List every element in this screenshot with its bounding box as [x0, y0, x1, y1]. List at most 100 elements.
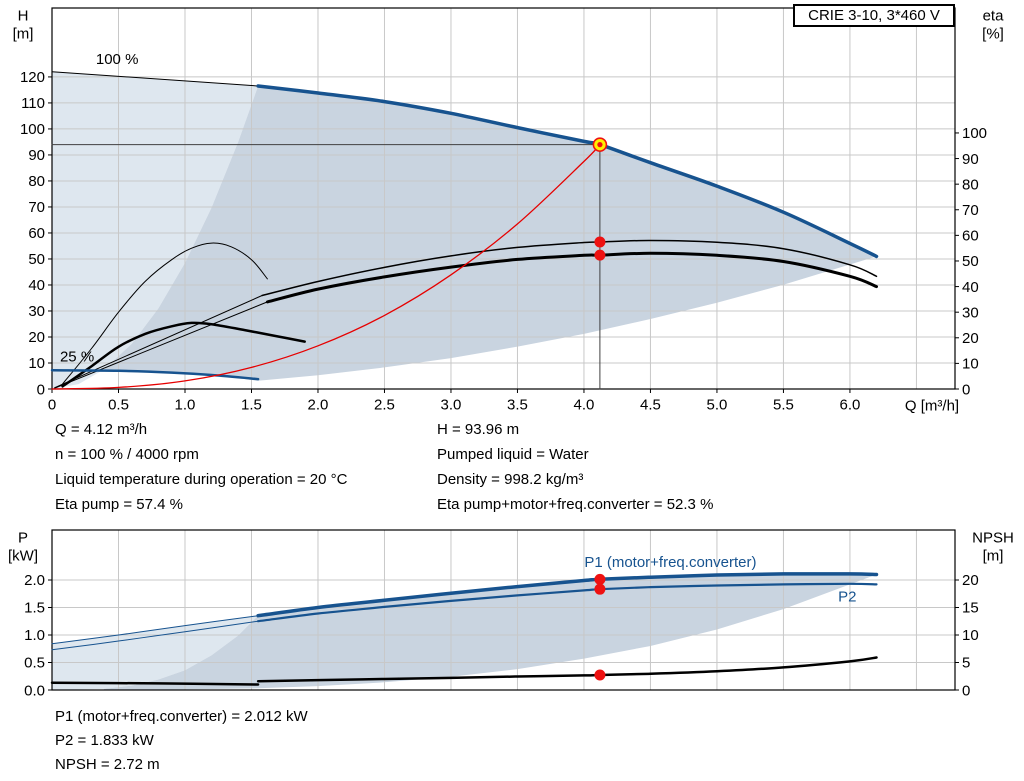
eta-pump	[261, 239, 878, 297]
y-right-tick-label: 15	[962, 600, 979, 617]
y-left-tick-label: 110	[21, 95, 45, 112]
info-line-eta-pump: Eta pump = 57.4 %	[55, 496, 183, 513]
npsh-point	[594, 669, 606, 681]
y-left-tick-label: 20	[28, 329, 45, 346]
info-line-p2: P2 = 1.833 kW	[55, 732, 154, 749]
panel-1: 0.0 0.5 1.0 1.5 2.0 0 5 10 15 20 P[kW] NPSH[m] P1 (m…	[8, 529, 1014, 699]
head-100	[256, 84, 879, 259]
y-right-tick-label: 70	[962, 202, 979, 219]
y-right-axis-label: [m]	[983, 547, 1004, 564]
y-left-axis-label: [m]	[13, 25, 34, 42]
info-line-p1: P1 (motor+freq.converter) = 2.012 kW	[55, 708, 308, 725]
y-left-tick-label: 40	[28, 277, 45, 294]
y-right-tick-label: 30	[962, 304, 979, 321]
y-right-tick-label: 40	[962, 279, 979, 296]
plot-frame	[51, 529, 956, 691]
panel-0: 0 0.5 1.0 1.5 2.0 2.5 3.0 3.5 4.0 4.5 5.0 5.5 6.0 0 10…	[13, 7, 1005, 414]
y-left-axis-label: H	[18, 7, 29, 24]
label-100pct: 100 %	[96, 51, 139, 68]
y-left-tick-label: 1.5	[24, 600, 45, 617]
y-left-tick-label: 120	[20, 69, 45, 86]
y-left-tick-label: 2.0	[24, 572, 45, 589]
y-right-tick-label: 0	[962, 381, 970, 398]
eta-pump-point	[594, 236, 606, 248]
x-tick-label: 2.0	[308, 396, 329, 413]
info-top-right: H = 93.96 m Pumped liquid = Water Densit…	[437, 417, 713, 517]
info-line-h: H = 93.96 m	[437, 421, 520, 438]
y-right-axis-label: [%]	[982, 25, 1004, 42]
tick-labels: 0 0.5 1.0 1.5 2.0 2.5 3.0 3.5 4.0 4.5 5.0 5.5 6.0 0 10…	[13, 7, 1005, 414]
tick-labels: 0.0 0.5 1.0 1.5 2.0 0 5 10 15 20 P[kW] NPSH[m]	[8, 529, 1014, 699]
y-left-tick-label: 10	[28, 355, 45, 372]
x-tick-label: 5.0	[707, 396, 728, 413]
x-tick-label: 3.0	[441, 396, 462, 413]
x-tick-label: 5.5	[773, 396, 794, 413]
plot-frame	[51, 7, 956, 390]
grid	[52, 530, 955, 690]
y-right-tick-label: 5	[962, 655, 970, 672]
affinity-curve	[51, 143, 601, 390]
p1-left-line	[51, 615, 259, 645]
y-left-axis-label: [kW]	[8, 547, 38, 564]
y-left-tick-label: 80	[28, 173, 45, 190]
info-line-liquid: Pumped liquid = Water	[437, 446, 589, 463]
y-left-tick-label: 70	[28, 199, 45, 216]
y-right-tick-label: 0	[962, 682, 970, 699]
y-left-tick-label: 0.5	[24, 655, 45, 672]
head-25	[50, 369, 260, 381]
label-p1: P1 (motor+freq.converter)	[584, 554, 756, 571]
x-axis-label: Q [m³/h]	[905, 397, 959, 414]
y-right-axis-label: NPSH	[972, 529, 1014, 546]
info-line-q: Q = 4.12 m³/h	[55, 421, 148, 438]
x-tick-label: 1.0	[175, 396, 196, 413]
info-top-left: Q = 4.12 m³/h n = 100 % / 4000 rpm Liqui…	[55, 417, 347, 517]
x-tick-label: 1.5	[241, 396, 262, 413]
duty-point-center	[597, 142, 603, 148]
p2-left-line	[51, 620, 259, 651]
p-envelope-light	[52, 615, 259, 690]
y-right-tick-label: 90	[962, 151, 979, 168]
y-right-tick-label: 50	[962, 253, 979, 270]
label-p2: P2	[838, 589, 856, 606]
info-line-npsh: NPSH = 2.72 m	[55, 756, 160, 773]
y-left-tick-label: 0.0	[24, 682, 45, 699]
eta-total-25	[61, 321, 306, 388]
eta-total	[265, 251, 878, 304]
y-left-tick-label: 0	[37, 381, 45, 398]
y-right-tick-label: 20	[962, 572, 979, 589]
x-tick-label: 6.0	[840, 396, 861, 413]
info-line-temperature: Liquid temperature during operation = 20…	[55, 471, 348, 488]
y-left-tick-label: 90	[28, 147, 45, 164]
npsh	[256, 656, 878, 683]
y-left-tick-label: 50	[28, 251, 45, 268]
y-right-tick-label: 20	[962, 330, 979, 347]
y-left-tick-label: 100	[20, 121, 45, 138]
p2	[257, 582, 878, 623]
eta-origin-line-b	[54, 301, 268, 389]
eta-origin-line-a	[54, 295, 263, 389]
x-tick-label: 4.5	[640, 396, 661, 413]
y-right-tick-label: 60	[962, 228, 979, 245]
p-25	[50, 681, 260, 686]
p1	[256, 572, 879, 618]
tick-marks	[48, 76, 959, 393]
y-right-tick-label: 100	[962, 125, 987, 142]
x-tick-label: 4.0	[574, 396, 595, 413]
p2-point	[594, 583, 606, 595]
y-right-tick-label: 80	[962, 176, 979, 193]
y-right-tick-label: 10	[962, 356, 979, 373]
y-left-tick-label: 60	[28, 225, 45, 242]
x-tick-label: 2.5	[374, 396, 395, 413]
info-line-eta-total: Eta pump+motor+freq.converter = 52.3 %	[437, 496, 714, 513]
y-left-tick-label: 30	[28, 303, 45, 320]
x-tick-label: 0.5	[108, 396, 129, 413]
x-tick-label: 0	[48, 396, 56, 413]
info-line-n: n = 100 % / 4000 rpm	[55, 446, 199, 463]
y-left-tick-label: 1.0	[24, 627, 45, 644]
p1-point	[594, 573, 606, 585]
p-envelope-dark	[103, 573, 877, 690]
pump-title-box: CRIE 3-10, 3*460 V	[793, 4, 955, 27]
speed-100-line	[51, 71, 259, 87]
